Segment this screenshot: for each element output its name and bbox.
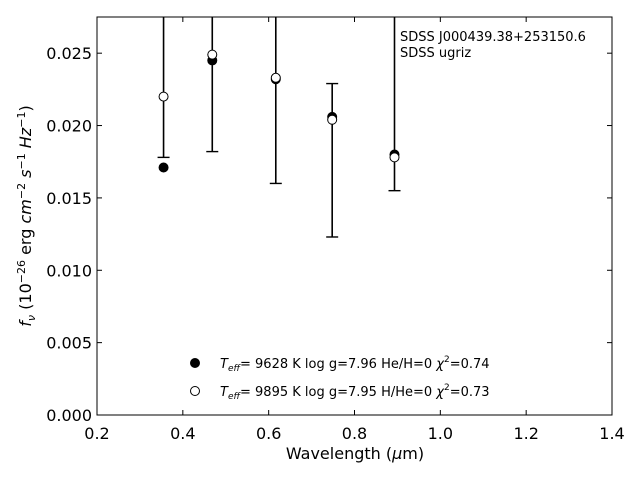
error-bar <box>206 17 219 153</box>
legend-marker-open <box>190 386 200 396</box>
x-tick-label: 0.6 <box>256 424 281 443</box>
x-axis-label: Wavelength (μm) <box>286 444 424 463</box>
error-bars <box>157 17 401 238</box>
x-tick-label: 0.2 <box>84 424 109 443</box>
x-tick-label: 1.2 <box>513 424 538 443</box>
point-filled <box>158 162 169 173</box>
x-tick-label: 1.0 <box>428 424 453 443</box>
y-tick-label: 0.015 <box>46 189 92 208</box>
y-axis-label: fν (10−26 erg cm−2 s−1 Hz−1) <box>15 105 38 326</box>
plot-frame <box>96 16 613 416</box>
annotation: SDSS J000439.38+253150.6 SDSS ugriz <box>400 30 586 61</box>
annotation-line-2: SDSS ugriz <box>400 46 471 61</box>
y-axis: 0.000 0.005 0.010 0.015 0.020 0.025 <box>46 44 612 425</box>
point-open <box>389 152 400 163</box>
point-open <box>270 72 281 83</box>
y-tick-label: 0.000 <box>46 406 92 425</box>
point-open <box>207 49 218 60</box>
x-tick-label: 0.8 <box>342 424 367 443</box>
error-bar <box>157 17 170 159</box>
x-tick-label: 1.4 <box>599 424 624 443</box>
legend-marker-filled <box>190 358 200 368</box>
annotation-line-1: SDSS J000439.38+253150.6 <box>400 30 586 45</box>
error-bar <box>269 17 282 185</box>
error-bar <box>388 17 401 192</box>
error-bar <box>326 82 339 238</box>
legend-entry-2: Teff= 9895 K log g=7.95 H/He=0 χ2=0.73 <box>220 383 490 402</box>
y-tick-label: 0.025 <box>46 44 92 63</box>
y-tick-label: 0.005 <box>46 334 92 353</box>
y-tick-label: 0.010 <box>46 261 92 280</box>
x-axis: 0.2 0.4 0.6 0.8 1.0 1.2 1.4 <box>84 17 625 443</box>
data-points <box>158 49 400 173</box>
legend: Teff= 9628 K log g=7.96 He/H=0 χ2=0.74 T… <box>190 355 490 402</box>
y-tick-label: 0.020 <box>46 117 92 136</box>
legend-entry-1: Teff= 9628 K log g=7.96 He/H=0 χ2=0.74 <box>220 355 490 374</box>
x-tick-label: 0.4 <box>170 424 195 443</box>
point-open <box>327 114 338 125</box>
point-open <box>158 91 169 102</box>
